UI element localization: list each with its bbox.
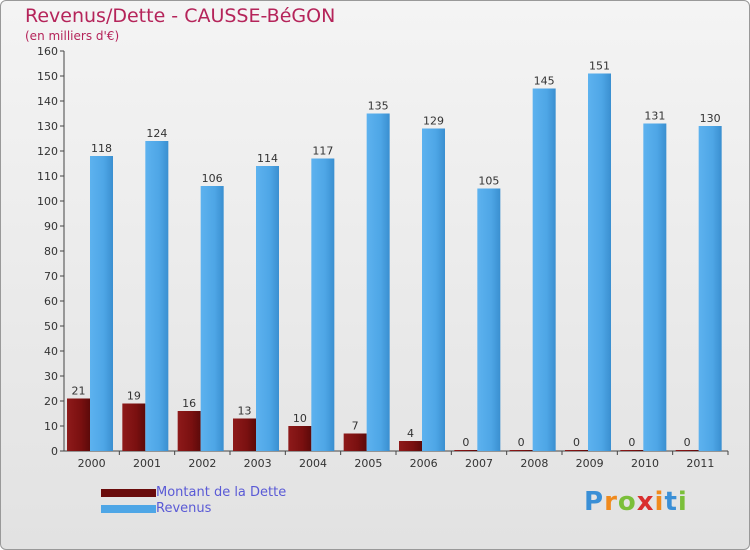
x-tick-label: 2010 xyxy=(631,457,659,470)
data-label: 10 xyxy=(293,412,307,425)
bar-revenus xyxy=(588,73,611,451)
bar-dette xyxy=(675,450,699,451)
data-label: 145 xyxy=(534,75,555,88)
x-tick-label: 2003 xyxy=(244,457,272,470)
y-tick-label: 160 xyxy=(37,45,58,58)
bar-revenus xyxy=(366,113,390,451)
bar-dette xyxy=(122,403,146,451)
bar-revenus xyxy=(145,141,169,451)
data-label: 16 xyxy=(182,397,196,410)
y-tick-label: 70 xyxy=(44,270,58,283)
bar-dette xyxy=(509,450,533,451)
y-tick-label: 40 xyxy=(44,345,58,358)
bar-revenus xyxy=(256,166,279,451)
data-label: 129 xyxy=(423,115,444,128)
data-label: 131 xyxy=(644,110,665,123)
data-label: 130 xyxy=(700,112,721,125)
bar-dette xyxy=(565,450,588,451)
bar-dette xyxy=(343,433,367,451)
data-label: 0 xyxy=(628,436,635,449)
data-label: 124 xyxy=(146,127,167,140)
logo-letter: t xyxy=(664,487,678,517)
bar-revenus xyxy=(90,156,113,451)
x-tick-label: 2009 xyxy=(576,457,604,470)
y-tick-label: 10 xyxy=(44,420,58,433)
bar-dette xyxy=(288,426,312,451)
bar-revenus xyxy=(200,186,224,451)
logo-letter: i xyxy=(677,487,688,517)
data-label: 151 xyxy=(589,60,610,73)
data-label: 0 xyxy=(573,436,580,449)
y-tick-label: 90 xyxy=(44,220,58,233)
y-tick-label: 140 xyxy=(37,95,58,108)
bar-dette xyxy=(177,411,201,451)
data-label: 114 xyxy=(257,152,278,165)
y-tick-label: 20 xyxy=(44,395,58,408)
y-tick-label: 0 xyxy=(51,445,58,458)
bar-dette xyxy=(454,450,478,451)
legend-swatch-dette xyxy=(101,489,156,497)
bar-revenus xyxy=(643,123,667,451)
x-tick-label: 2006 xyxy=(410,457,438,470)
bar-dette xyxy=(67,398,90,451)
y-tick-label: 60 xyxy=(44,295,58,308)
x-tick-label: 2007 xyxy=(465,457,493,470)
logo-letter: i xyxy=(654,487,665,517)
x-tick-label: 2000 xyxy=(78,457,106,470)
x-tick-label: 2005 xyxy=(354,457,382,470)
data-label: 105 xyxy=(478,175,499,188)
bar-revenus xyxy=(422,128,445,451)
chart-subtitle: (en milliers d'€) xyxy=(25,29,120,43)
x-tick-label: 2001 xyxy=(133,457,161,470)
data-label: 118 xyxy=(91,142,112,155)
y-tick-label: 100 xyxy=(37,195,58,208)
legend-label-dette: Montant de la Dette xyxy=(156,485,287,500)
data-label: 4 xyxy=(407,427,414,440)
bar-revenus xyxy=(698,126,722,451)
x-tick-label: 2002 xyxy=(188,457,216,470)
y-tick-label: 150 xyxy=(37,70,58,83)
x-tick-label: 2011 xyxy=(686,457,714,470)
data-label: 0 xyxy=(684,436,691,449)
data-label: 21 xyxy=(72,385,86,398)
legend-label-revenus: Revenus xyxy=(156,501,212,516)
bar-dette xyxy=(399,441,422,451)
bar-revenus xyxy=(532,88,556,451)
logo-letter: x xyxy=(636,487,655,517)
data-label: 13 xyxy=(238,405,252,418)
logo-letter: P xyxy=(584,487,605,517)
bar-dette xyxy=(233,418,256,451)
bar-dette xyxy=(620,450,644,451)
legend-swatch-revenus xyxy=(101,505,156,513)
data-label: 106 xyxy=(202,172,223,185)
y-tick-label: 50 xyxy=(44,320,58,333)
data-label: 117 xyxy=(312,145,333,158)
data-label: 7 xyxy=(352,420,359,433)
bar-revenus xyxy=(477,188,501,451)
y-tick-label: 130 xyxy=(37,120,58,133)
data-label: 0 xyxy=(462,436,469,449)
y-tick-label: 110 xyxy=(37,170,58,183)
x-tick-label: 2004 xyxy=(299,457,327,470)
proxiti-logo: Proxiti xyxy=(584,487,688,517)
logo-letter: o xyxy=(617,487,637,517)
data-label: 0 xyxy=(518,436,525,449)
data-label: 19 xyxy=(127,390,141,403)
x-tick-label: 2008 xyxy=(520,457,548,470)
bar-revenus xyxy=(311,158,335,451)
y-tick-label: 120 xyxy=(37,145,58,158)
y-tick-label: 80 xyxy=(44,245,58,258)
data-label: 135 xyxy=(368,100,389,113)
chart-title: Revenus/Dette - CAUSSE-BéGON xyxy=(25,5,336,27)
logo-letter: r xyxy=(604,487,618,517)
y-tick-label: 30 xyxy=(44,370,58,383)
